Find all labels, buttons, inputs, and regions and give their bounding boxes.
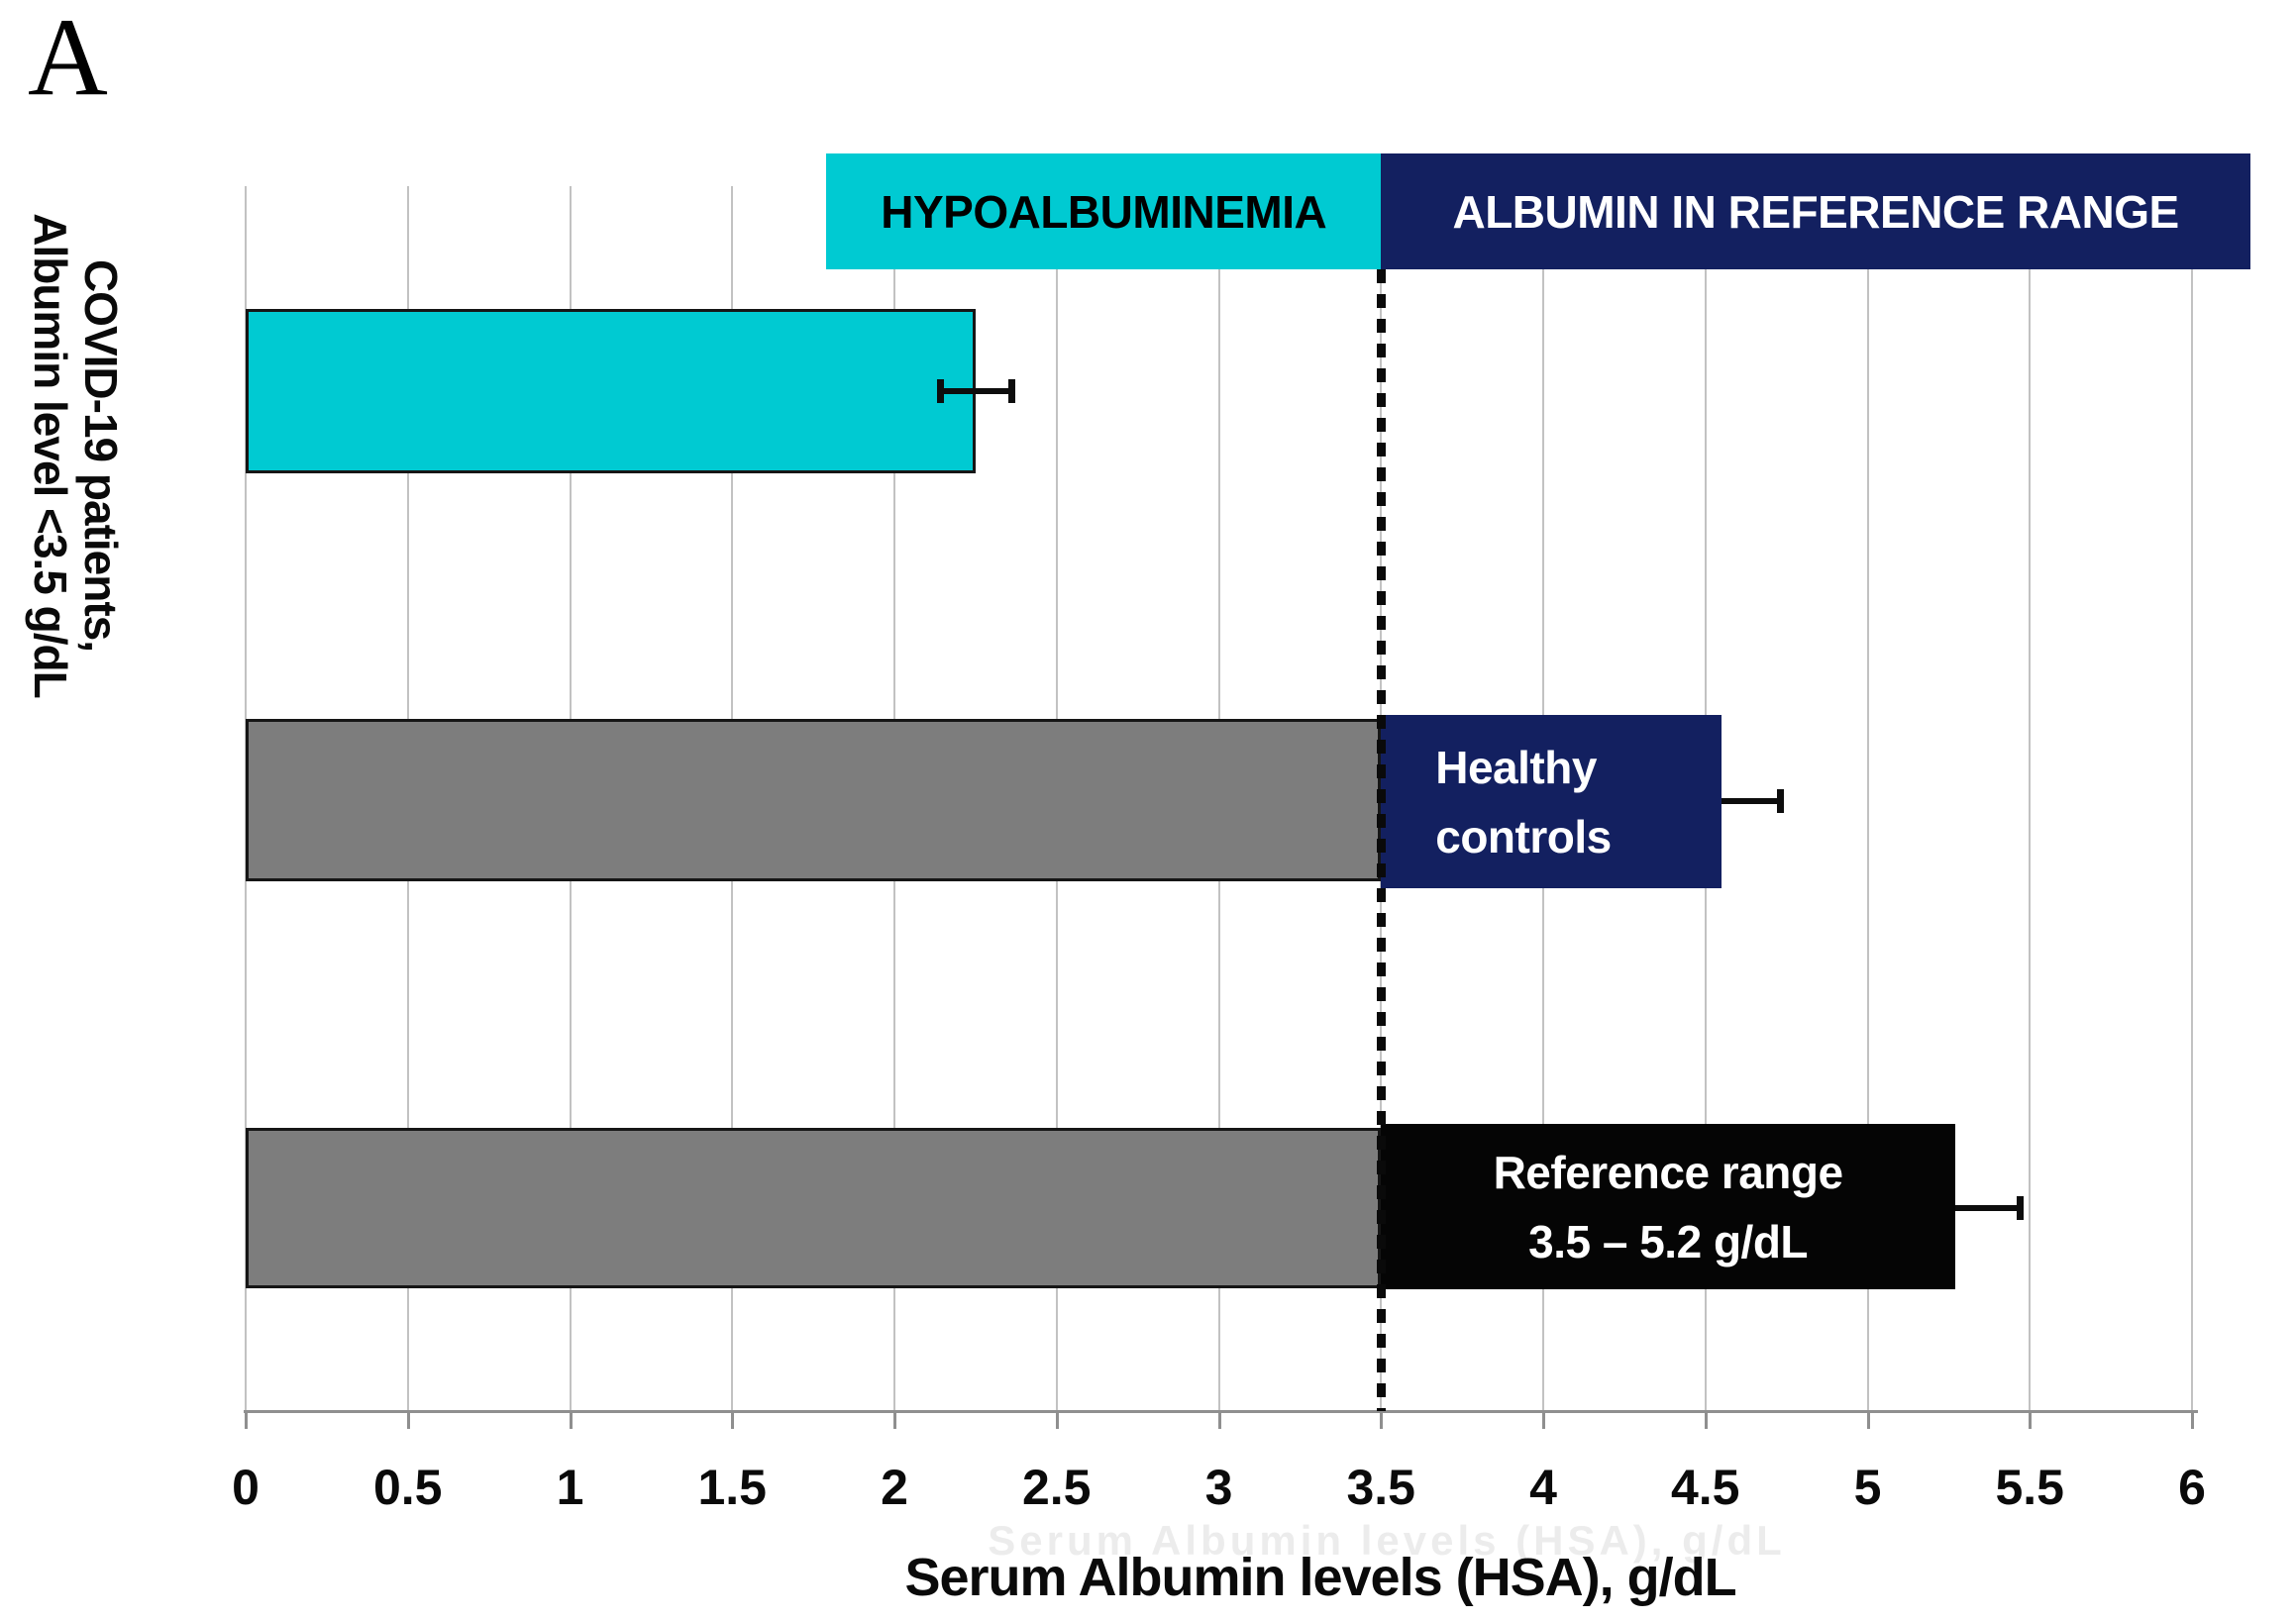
axis-tick-mark (1866, 1411, 1870, 1429)
axis-tick-mark (569, 1411, 573, 1429)
error-bar-line (1954, 1205, 2021, 1211)
bar-label-box: Healthy controls (1381, 715, 1722, 888)
bar-label-line: Healthy (1435, 741, 1597, 793)
x-axis-title: Serum Albumin levels (HSA), g/dL (904, 1548, 1736, 1607)
x-tick-label: 4 (1529, 1460, 1557, 1515)
bar-segment (246, 1128, 1382, 1288)
axis-tick-mark (1542, 1411, 1545, 1429)
error-bar-cap (1007, 379, 1015, 403)
axis-tick-mark (893, 1411, 896, 1429)
bar-label-line: Reference range (1493, 1146, 1843, 1198)
x-axis-line-el (244, 1410, 2198, 1413)
x-tick-label: 1.5 (697, 1460, 767, 1515)
x-tick-label: 0 (232, 1460, 260, 1515)
error-bar-cap (2017, 1196, 2025, 1220)
y-axis-label-line1: COVID-19 patients, (75, 258, 127, 653)
gridline (1866, 186, 1869, 1411)
axis-tick-mark (731, 1411, 735, 1429)
zone-hypoalbuminemia: HYPOALBUMINEMIA (826, 153, 1382, 269)
bar-label-box: Reference range 3.5 – 5.2 g/dL (1381, 1124, 1955, 1289)
axis-tick-mark (406, 1411, 410, 1429)
x-tick-label: 4.5 (1670, 1460, 1740, 1515)
axis-tick-mark (2029, 1411, 2033, 1429)
x-tick-label: 3 (1204, 1460, 1233, 1515)
x-tick-label: 2 (881, 1460, 908, 1515)
axis-tick-mark (1055, 1411, 1059, 1429)
axis-tick-mark (1704, 1411, 1708, 1429)
gridline (2029, 186, 2032, 1411)
axis-tick-mark (2191, 1411, 2194, 1429)
gridline (2191, 186, 2193, 1411)
x-tick-label: 6 (2178, 1460, 2206, 1515)
x-tick-label: 1 (556, 1460, 584, 1515)
x-tick-label: 5 (1853, 1460, 1882, 1515)
axis-tick-mark (1380, 1411, 1384, 1429)
bar-segment (246, 719, 1382, 881)
error-bar-line (1722, 798, 1781, 804)
threshold-line-el (1377, 269, 1387, 1411)
y-axis-label: COVID-19 patients, Albumin level <3.5 g/… (23, 99, 127, 812)
bar-segment (246, 309, 976, 473)
error-bar-line (939, 388, 1011, 394)
panel-letter-label: A (28, 0, 108, 119)
bar-label-line: controls (1435, 810, 1612, 862)
x-tick-label: 3.5 (1346, 1460, 1415, 1515)
error-bar-cap (936, 379, 944, 403)
x-tick-label: 5.5 (1995, 1460, 2064, 1515)
zone-reference-range: ALBUMIN IN REFERENCE RANGE (1381, 153, 2250, 269)
x-tick-label: 0.5 (372, 1460, 443, 1515)
axis-tick-mark (1217, 1411, 1221, 1429)
ghost-text-artifact: Serum Albumin levels (HSA), g/dL (988, 1517, 1786, 1564)
bar-label-line: 3.5 – 5.2 g/dL (1528, 1215, 1809, 1267)
error-bar-cap (1777, 789, 1785, 813)
y-axis-label-line2: Albumin level <3.5 g/dL (25, 213, 76, 698)
axis-tick-mark (245, 1411, 248, 1429)
x-tick-label: 2.5 (1021, 1460, 1092, 1515)
